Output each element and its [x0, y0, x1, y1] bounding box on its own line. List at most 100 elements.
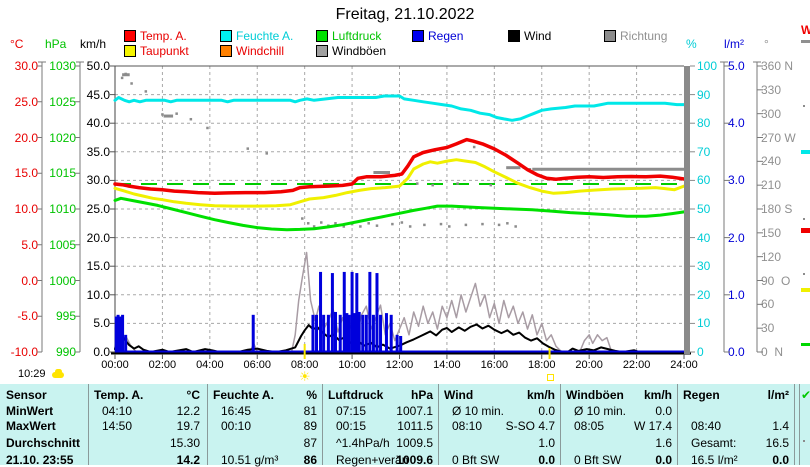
direction-dot	[144, 90, 148, 93]
direction-dot	[456, 182, 459, 185]
table-cell-value: 19.7	[176, 419, 200, 433]
pressure-axis-tick-label: 995	[55, 309, 76, 324]
edge-value-marker	[801, 228, 810, 233]
table-cell-label: 08:05	[574, 419, 605, 433]
table-row-label: 21.10. 23:55	[6, 453, 74, 467]
legend-label: Feuchte A.	[236, 29, 294, 43]
wind-axis-tick-label: 10.0	[86, 287, 110, 302]
table-col-header: Feuchte A.	[213, 388, 274, 402]
time-tick-label: 04:00	[196, 359, 224, 371]
direction-dot	[334, 222, 337, 225]
direction-dot	[359, 225, 362, 228]
humidity-axis-unit: %	[686, 37, 697, 51]
wind-axis-tick-label: 50.0	[86, 59, 110, 73]
direction-dot	[448, 225, 451, 228]
table-cell-label: 14:50	[102, 419, 133, 433]
rain-bar	[345, 313, 349, 352]
table-cell-value: 1009.6	[396, 453, 433, 467]
direction-dot	[391, 222, 394, 226]
edge-value-marker	[801, 150, 810, 154]
page-title: Freitag, 21.10.2022	[335, 6, 475, 23]
table-separator	[794, 384, 795, 465]
rain-bar	[319, 271, 323, 352]
time-tick-label: 24:00	[670, 359, 698, 371]
series-Taupunkt	[113, 158, 686, 208]
temp-axis-tick-label: -10.0	[10, 345, 38, 359]
next-panel-check-icon: ✔	[801, 388, 810, 402]
temp-axis-tick-label: 30.0	[14, 59, 38, 73]
table-separator	[207, 384, 208, 465]
legend-swatch	[604, 30, 616, 42]
table-cell-value: 16.5	[765, 436, 789, 450]
pressure-axis-tick-label: 1000	[49, 273, 76, 288]
legend-swatch	[220, 30, 232, 42]
wind-axis-tick-label: 35.0	[86, 144, 110, 159]
direction-dot	[189, 117, 193, 121]
legend-label: Wind	[524, 29, 552, 43]
table-cell-value: 15.30	[169, 436, 200, 450]
temp-axis-tick-label: 5.0	[21, 237, 38, 252]
rain-bar	[399, 335, 403, 352]
direction-dot	[416, 182, 419, 185]
temp-axis-tick-label: -5.0	[17, 309, 38, 324]
pressure-axis-tick-label: 1020	[49, 130, 76, 145]
table-cell-label: 0 Bft SW	[452, 453, 500, 467]
table-cell-value: 0.0	[655, 453, 672, 467]
legend-label: Luftdruck	[332, 29, 382, 43]
table-col-unit: km/h	[526, 388, 555, 402]
table-cell-value: 12.2	[176, 404, 200, 418]
table-cell-label: Gesamt:	[691, 436, 737, 450]
wind-axis-tick-label: 25.0	[86, 202, 110, 216]
humidity-axis-tick-label: 10	[697, 316, 711, 331]
rain-bar	[361, 314, 365, 352]
temp-axis-tick-label: 15.0	[14, 166, 38, 181]
pressure-axis-tick-label: 1010	[49, 202, 76, 216]
time-tick-label: 06:00	[243, 359, 272, 371]
rain-bar	[311, 314, 315, 352]
legend-label: Regen	[428, 29, 464, 43]
humidity-axis-tick-label: 50	[697, 202, 711, 216]
rain-bar	[389, 314, 393, 352]
table-separator	[799, 384, 800, 465]
table-cell-label: 04:10	[102, 404, 133, 418]
rain-bar	[315, 314, 319, 352]
direction-dot	[342, 225, 346, 228]
table-col-header: Windböen	[566, 388, 624, 402]
sensor-summary-table: Sensor MinWert MaxWert Durchschnitt 21.10. 2…	[0, 384, 810, 467]
humidity-axis-tick-label: 0	[697, 345, 704, 359]
next-panel-dot	[803, 440, 805, 442]
table-cell-value: 0.0	[538, 453, 555, 467]
table-cell-label: Ø 10 min.	[452, 404, 505, 418]
direction-axis-tick-label: 270 W	[761, 130, 796, 145]
rain-axis-tick-label: 2.0	[728, 230, 745, 245]
table-cell-value: 1011.5	[397, 419, 433, 433]
wind-axis-unit: km/h	[80, 37, 107, 51]
table-cell-value: 1007.1	[396, 404, 433, 418]
table-col-header: Luftdruck	[328, 388, 384, 402]
direction-dot	[367, 222, 370, 225]
direction-axis-tick-label: 240	[761, 154, 782, 169]
direction-axis-tick-label: 180 S	[761, 202, 793, 216]
edge-dot	[803, 273, 805, 275]
table-cell-label: Regen+verän	[336, 453, 409, 467]
table-col-unit: %	[306, 388, 317, 402]
table-col-header: Wind	[444, 388, 474, 402]
edge-dot	[803, 105, 805, 107]
daylight-sun-icon	[52, 372, 64, 378]
table-separator	[88, 384, 89, 465]
table-row-label: MaxWert	[6, 419, 56, 433]
table-separator	[322, 384, 323, 465]
sunset-icon	[547, 374, 554, 381]
temp-axis-tick-label: 0.0	[21, 273, 38, 288]
table-cell-value: 1.0	[538, 436, 555, 450]
table-cell-label: ^1.4hPa/h	[336, 436, 390, 450]
time-tick-label: 10:00	[338, 359, 366, 371]
legend-swatch	[220, 45, 232, 57]
rain-bar	[357, 311, 361, 352]
direction-dot	[439, 222, 443, 226]
table-row-label: MinWert	[6, 404, 54, 418]
rain-bar	[118, 316, 122, 352]
rain-axis-tick-label: 4.0	[728, 116, 745, 131]
temp-axis-unit: °C	[10, 37, 24, 51]
wind-axis-tick-label: 30.0	[86, 173, 110, 188]
